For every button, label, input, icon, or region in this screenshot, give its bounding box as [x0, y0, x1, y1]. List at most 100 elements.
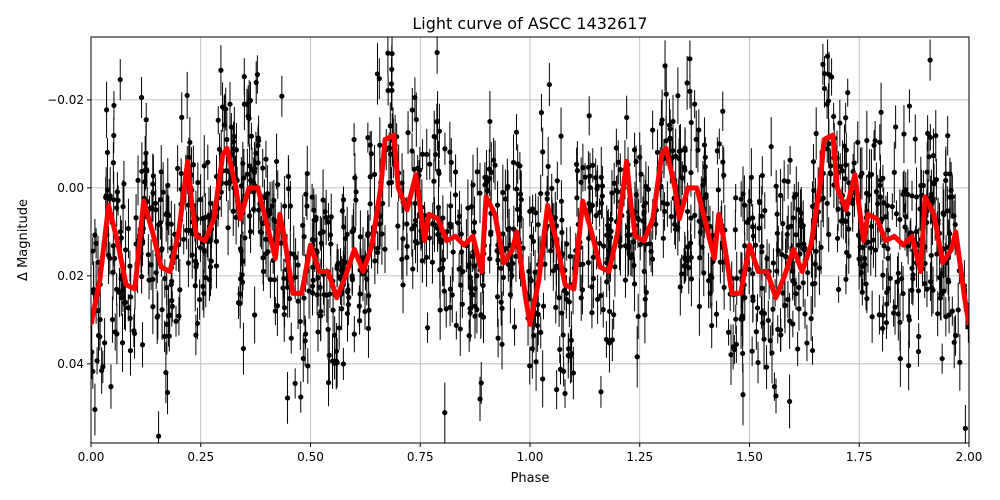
- data-point: [352, 175, 358, 181]
- data-point: [528, 234, 535, 240]
- data-point: [643, 289, 649, 296]
- data-point: [165, 313, 172, 319]
- data-point: [301, 295, 307, 301]
- data-point: [902, 224, 908, 230]
- data-point: [759, 243, 765, 250]
- data-point: [756, 198, 763, 205]
- data-point: [688, 170, 694, 176]
- data-point: [612, 264, 618, 270]
- data-point: [400, 236, 406, 242]
- data-point: [322, 209, 328, 215]
- data-point: [586, 113, 592, 119]
- data-point: [150, 173, 157, 179]
- data-point: [500, 274, 506, 281]
- data-point: [201, 163, 207, 169]
- data-point: [483, 176, 490, 182]
- x-tick-label: 1.75: [846, 450, 873, 464]
- data-point: [684, 208, 691, 215]
- data-point: [253, 150, 259, 156]
- data-point: [828, 171, 834, 177]
- data-point: [895, 311, 901, 317]
- data-point: [677, 148, 684, 154]
- data-point: [240, 346, 247, 352]
- data-point: [631, 239, 637, 245]
- data-point: [881, 243, 887, 249]
- data-point: [413, 117, 419, 123]
- data-point: [376, 76, 382, 82]
- data-point: [693, 136, 699, 142]
- data-point: [624, 114, 630, 121]
- y-tick-label: 0.00: [57, 181, 84, 195]
- data-point: [663, 91, 669, 97]
- data-point: [857, 244, 863, 250]
- data-point: [606, 308, 613, 315]
- data-point: [733, 316, 739, 322]
- data-point: [905, 191, 911, 198]
- data-point: [750, 233, 757, 239]
- data-point: [169, 303, 175, 309]
- data-point: [721, 172, 727, 178]
- data-point: [197, 245, 204, 251]
- data-point: [429, 259, 436, 265]
- data-point: [759, 172, 765, 179]
- data-point: [176, 313, 182, 319]
- data-point: [795, 346, 801, 352]
- data-point: [376, 221, 383, 227]
- data-point: [125, 225, 132, 232]
- data-point: [685, 244, 691, 250]
- data-point: [457, 326, 463, 332]
- data-point: [465, 205, 471, 211]
- data-point: [431, 178, 437, 184]
- data-point: [187, 139, 193, 146]
- data-point: [653, 221, 659, 227]
- x-tick-label: 1.25: [626, 450, 653, 464]
- data-point: [91, 349, 95, 355]
- data-point: [246, 163, 253, 169]
- x-tick-label: 0.75: [407, 450, 434, 464]
- data-point: [562, 390, 568, 397]
- data-point: [230, 208, 236, 214]
- x-axis-label: Phase: [511, 471, 550, 486]
- data-point: [410, 266, 416, 272]
- data-point: [149, 204, 155, 211]
- data-point: [441, 288, 447, 294]
- data-point: [944, 208, 950, 214]
- data-point: [304, 170, 310, 177]
- data-point: [215, 117, 221, 123]
- y-axis-label: Δ Magnitude: [16, 199, 31, 281]
- data-point: [805, 269, 811, 276]
- data-point: [442, 146, 448, 152]
- data-point: [640, 218, 646, 224]
- data-point: [880, 272, 886, 278]
- data-point: [598, 174, 604, 180]
- data-point: [447, 149, 453, 155]
- data-point: [152, 200, 159, 206]
- data-point: [661, 208, 668, 215]
- data-point: [114, 286, 120, 292]
- data-point: [158, 247, 165, 253]
- data-point: [227, 101, 233, 107]
- data-point: [717, 259, 723, 265]
- data-point: [666, 122, 673, 128]
- data-point: [254, 71, 260, 78]
- data-point: [868, 245, 874, 251]
- data-point: [635, 313, 641, 320]
- data-point: [158, 169, 164, 175]
- chart-title: Light curve of ASCC 1432617: [412, 14, 647, 33]
- x-tick-label: 1.00: [517, 450, 544, 464]
- data-point: [720, 159, 726, 165]
- data-point: [114, 189, 120, 195]
- data-point: [795, 206, 801, 213]
- data-point: [424, 151, 430, 158]
- data-point: [965, 324, 969, 330]
- data-point: [242, 235, 248, 241]
- data-point: [547, 248, 554, 254]
- data-point: [252, 166, 258, 172]
- data-point: [604, 279, 610, 285]
- data-point: [570, 370, 576, 376]
- data-point: [947, 194, 953, 200]
- data-point: [901, 188, 907, 195]
- data-point: [499, 305, 505, 311]
- data-point: [761, 310, 767, 317]
- data-point: [538, 329, 544, 335]
